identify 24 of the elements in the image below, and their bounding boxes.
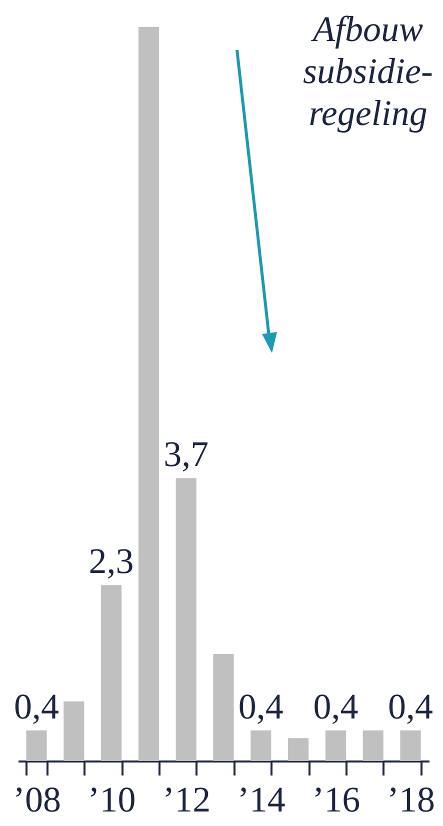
bar bbox=[138, 27, 159, 761]
bar bbox=[400, 730, 421, 761]
annotation: Afbouw subsidie-regeling bbox=[303, 9, 433, 133]
data-label: 0,4 bbox=[238, 686, 284, 726]
x-tick-label: ’08 bbox=[13, 780, 62, 820]
data-label: 2,3 bbox=[88, 541, 134, 582]
bar bbox=[101, 585, 122, 761]
x-tick-label: ’16 bbox=[312, 780, 360, 820]
x-tick-label: ’10 bbox=[88, 780, 136, 820]
bar bbox=[325, 730, 346, 761]
bar bbox=[213, 654, 234, 761]
bar bbox=[288, 738, 309, 761]
bar bbox=[176, 478, 196, 761]
data-label: 3,7 bbox=[164, 434, 209, 474]
bar bbox=[26, 730, 47, 761]
x-tick-label: ’18 bbox=[386, 780, 435, 820]
data-label: 0,4 bbox=[388, 686, 433, 726]
data-label: 0,4 bbox=[313, 686, 358, 726]
bar bbox=[362, 730, 384, 761]
bar bbox=[64, 701, 84, 761]
bar bbox=[250, 730, 272, 761]
data-label: 0,4 bbox=[14, 686, 60, 726]
x-tick-label: ’12 bbox=[162, 780, 211, 820]
x-tick-label: ’14 bbox=[237, 780, 286, 820]
